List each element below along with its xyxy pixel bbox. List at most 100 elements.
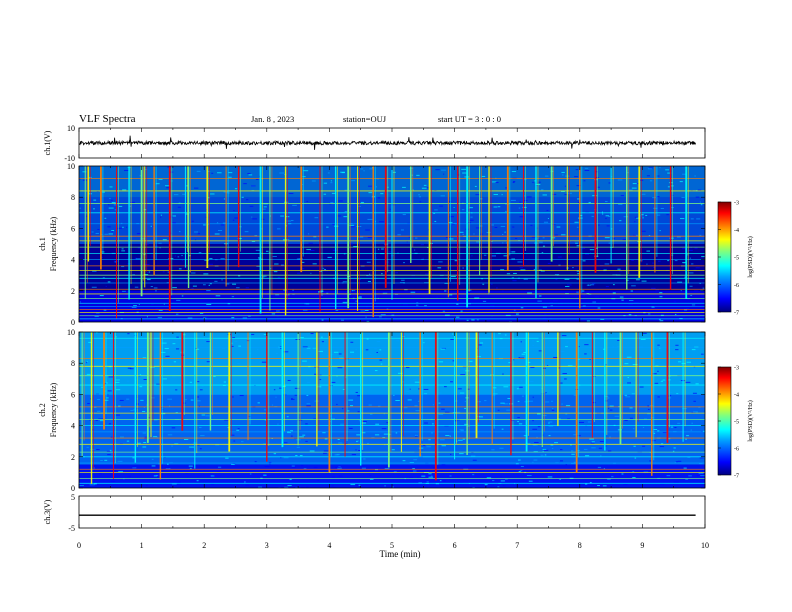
ch2-spectrogram-noise-cell xyxy=(171,427,176,429)
ch2-spectrogram-noise-cell xyxy=(660,443,664,445)
ch2-spectrogram-noise-cell xyxy=(374,348,377,350)
ch1-spectrogram-noise-cell xyxy=(209,283,212,285)
ch1-waveform-xticks xyxy=(78,128,706,158)
ch2-spectrogram-intensity-band xyxy=(79,332,705,395)
ch2-spectrogram-noise-cell xyxy=(223,381,226,383)
ch1-spectrogram-noise-cell xyxy=(138,304,140,306)
ch2-spectrogram-noise-cell xyxy=(548,421,553,423)
ch1-spectrogram-noise-cell xyxy=(243,183,247,185)
ch1-spectrogram-noise-cell xyxy=(395,272,398,274)
ch1-spectrogram-noise-cell xyxy=(544,175,549,177)
ch2-spectrogram-noise-cell xyxy=(151,465,156,467)
time-tick-label: 7 xyxy=(515,541,519,550)
ch2-spectrogram-noise-cell xyxy=(595,332,601,334)
ch2-spectrogram-noise-cell xyxy=(517,400,520,402)
ch2-spectrogram-noise-cell xyxy=(305,440,308,442)
ch2-spectrogram-noise-cell xyxy=(491,449,495,451)
ch1-spectrogram-noise-cell xyxy=(575,242,578,244)
ch2-spectrogram-noise-cell xyxy=(439,439,445,441)
ch2-spectrogram-noise-cell xyxy=(616,346,620,348)
ch2-spectrogram-noise-cell xyxy=(273,389,276,391)
ch1-spectrogram-noise-cell xyxy=(490,283,493,285)
ch1-spectrogram-noise-cell xyxy=(452,223,455,225)
ch1-spectrogram-noise-cell xyxy=(103,309,107,311)
ch1-spectrogram-noise-cell xyxy=(694,247,698,249)
ch2-spectrogram-noise-cell xyxy=(358,449,362,451)
ch1-spectrogram-noise-cell xyxy=(623,216,629,218)
ch1-spectrogram-noise-cell xyxy=(540,189,544,191)
ch1-spectrogram-noise-cell xyxy=(473,233,475,235)
ch1-spectrogram-noise-cell xyxy=(675,313,677,315)
ch1-spectrogram-noise-cell xyxy=(519,201,522,203)
ch1-spectrogram-noise-cell xyxy=(576,291,579,293)
ch2-spectrogram-noise-cell xyxy=(333,351,339,353)
ch1-spectrogram-noise-cell xyxy=(150,225,153,227)
ch1-spectrogram-noise-cell xyxy=(194,231,198,233)
ch1-spectrogram-noise-cell xyxy=(207,170,211,172)
ch2-spectrogram-noise-cell xyxy=(532,428,538,430)
ch1-spectrogram-noise-cell xyxy=(92,270,97,272)
ch1-spectrogram-noise-cell xyxy=(118,205,123,207)
ch1-spectrogram-noise-cell xyxy=(199,320,202,322)
ch2-spectrogram-noise-cell xyxy=(295,376,298,378)
ch2-spectrogram-noise-cell xyxy=(559,478,561,480)
ch1-spectrogram-noise-cell xyxy=(699,201,701,203)
ch2-spectrogram-noise-cell xyxy=(459,429,464,431)
ch1-spectrogram-noise-cell xyxy=(426,187,429,189)
ch1-spectrogram-noise-cell xyxy=(461,168,466,170)
ch2-spectrogram-marks xyxy=(79,332,705,488)
ch1-spectrogram-noise-cell xyxy=(659,296,663,298)
ch1-spectrogram-noise-cell xyxy=(389,313,392,315)
ch2-spectrogram-noise-cell xyxy=(685,438,687,440)
ch1-spectrogram-noise-cell xyxy=(107,281,111,283)
ch1-spectrogram-noise-cell xyxy=(344,189,350,191)
ch2-spectrogram-noise-cell xyxy=(376,351,378,353)
ch1-spectrogram-noise-cell xyxy=(136,311,139,313)
ch1-spectrogram-noise-cell xyxy=(261,228,263,230)
ch2-spectrogram-noise-cell xyxy=(115,389,121,391)
ch2-spectrogram-noise-cell xyxy=(336,453,340,455)
ch2-spectrogram-noise-cell xyxy=(459,453,464,455)
ch2-spectrogram-noise-cell xyxy=(370,353,372,355)
ch1-spectrogram-yticks: 0 2 4 6 8 10 xyxy=(67,162,705,327)
ch1-spectrogram-noise-cell xyxy=(324,269,326,271)
ch2-spectrogram-noise-cell xyxy=(611,476,614,478)
ch2-spectrogram-noise-cell xyxy=(452,333,454,335)
ch1-spectrogram-noise-cell xyxy=(157,313,162,315)
ch1-spectrogram-ylabel-channel: ch.1 xyxy=(38,237,47,251)
time-tick-label: 6 xyxy=(453,541,457,550)
ch2-spectrogram-noise-cell xyxy=(604,395,609,397)
ch1-spectrogram-noise-cell xyxy=(690,294,693,296)
ch2-spectrogram-noise-cell xyxy=(184,439,189,441)
ch1-spectrogram-noise-cell xyxy=(676,236,681,238)
ch2-spectrogram-noise-cell xyxy=(538,350,542,352)
ch1-spectrogram-noise-cell xyxy=(556,226,561,228)
ch2-spectrogram-noise-cell xyxy=(642,332,647,334)
ch1-spectrogram-noise-cell xyxy=(217,172,222,174)
ch1-spectrogram-noise-cell xyxy=(402,186,406,188)
ch1-spectrogram-noise-cell xyxy=(404,289,408,291)
ch1-spectrogram-noise-cell xyxy=(148,271,151,273)
ch2-spectrogram-noise-cell xyxy=(458,376,462,378)
ch1-spectrogram-noise-cell xyxy=(140,238,146,240)
ch1-spectrogram-noise-cell xyxy=(524,195,526,197)
ch2-spectrogram-noise-cell xyxy=(527,361,531,363)
ch1-spectrogram-noise-cell xyxy=(146,279,151,281)
ch2-spectrogram-noise-cell xyxy=(153,419,158,421)
ch2-spectrogram-noise-cell xyxy=(472,474,475,476)
ch1-spectrogram-noise-cell xyxy=(576,185,581,187)
ch2-spectrogram-noise-cell xyxy=(200,435,205,437)
ch2-spectrogram-noise-cell xyxy=(231,345,234,347)
ch2-spectrogram-noise-cell xyxy=(96,449,100,451)
ch1-spectrogram-noise-cell xyxy=(501,194,503,196)
ch1-spectrogram-noise-cell xyxy=(205,316,209,318)
ch1-spectrogram-noise-cell xyxy=(147,272,149,274)
ch1-spectrogram-noise-cell xyxy=(310,272,312,274)
ch1-spectrogram-noise-cell xyxy=(470,216,473,218)
ch1-spectrogram-noise-cell xyxy=(105,285,107,287)
ch1-spectrogram-noise-cell xyxy=(91,231,94,233)
ch1-spectrogram-noise-cell xyxy=(690,218,694,220)
ch1-spectrogram-noise-cell xyxy=(375,186,378,188)
ch2-spectrogram-noise-cell xyxy=(542,451,544,453)
ch2-spectrogram-noise-cell xyxy=(560,382,563,384)
